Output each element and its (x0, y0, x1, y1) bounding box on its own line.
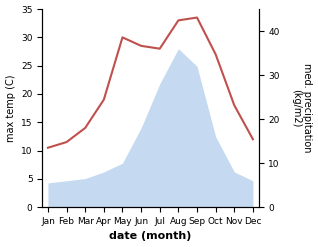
Y-axis label: med. precipitation
(kg/m2): med. precipitation (kg/m2) (291, 63, 313, 153)
Y-axis label: max temp (C): max temp (C) (5, 74, 16, 142)
X-axis label: date (month): date (month) (109, 231, 192, 242)
